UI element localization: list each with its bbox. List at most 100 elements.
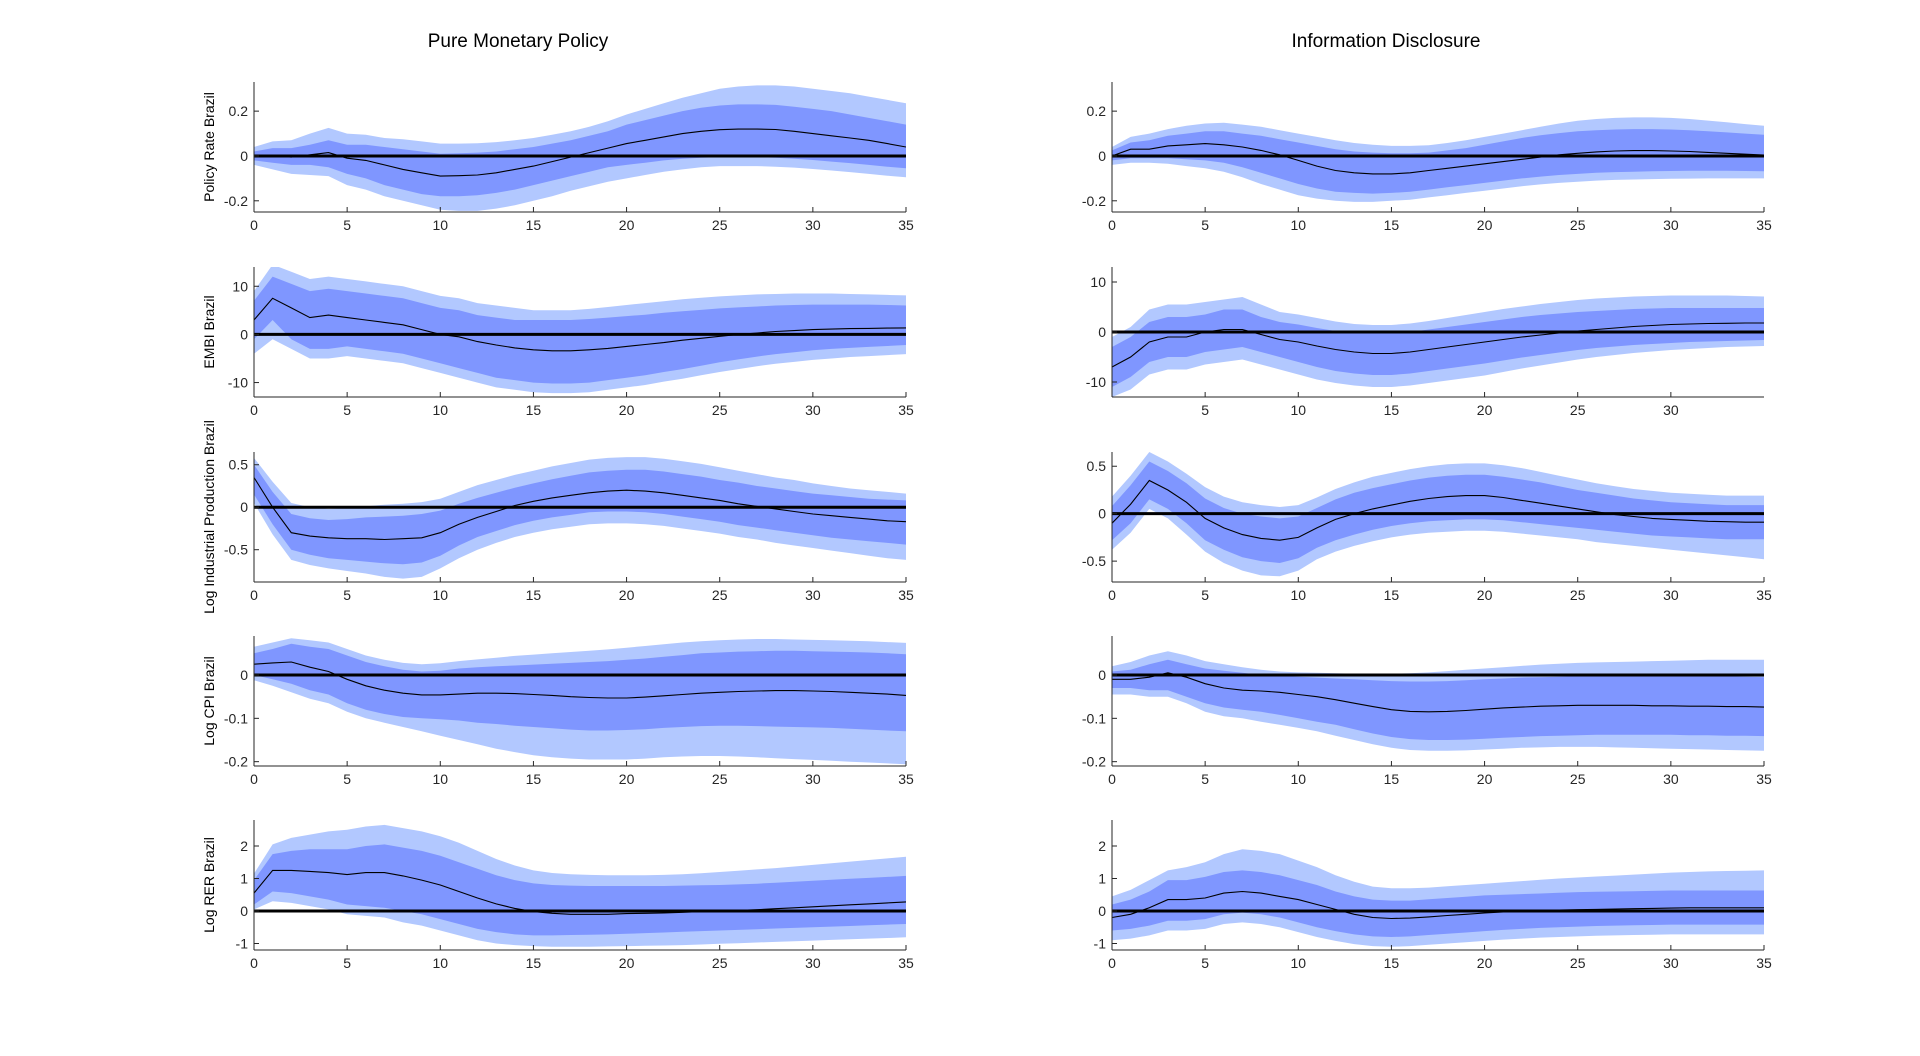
pmp-embi-xtick-label: 25 <box>712 402 728 418</box>
pmp-rer-xtick-label: 0 <box>250 955 258 971</box>
id-ip-ytick-label: 0 <box>1098 506 1106 522</box>
id-cpi-xtick-label: 5 <box>1201 771 1209 787</box>
pmp-rer-xtick-label: 30 <box>805 955 821 971</box>
id-embi-xtick-label: 5 <box>1201 402 1209 418</box>
pmp-policy-rate-median-line <box>254 128 906 177</box>
pmp-cpi-ytick-label: -0.2 <box>224 754 248 770</box>
id-rer-ytick-label: -1 <box>1094 936 1107 952</box>
pmp-policy-rate-xtick-label: 5 <box>343 217 351 233</box>
id-policy-rate-xtick-label: 30 <box>1663 217 1679 233</box>
id-cpi-plot-area <box>1112 651 1764 751</box>
id-cpi-xtick-label: 0 <box>1108 771 1116 787</box>
id-policy-rate-xtick-label: 35 <box>1756 217 1772 233</box>
id-ip-xtick-label: 25 <box>1570 587 1586 603</box>
pmp-policy-rate-ylabel: Policy Rate Brazil <box>201 92 217 202</box>
id-rer-xtick-label: 15 <box>1384 955 1400 971</box>
id-rer-xtick-label: 5 <box>1201 955 1209 971</box>
pmp-ip-plot-area <box>254 457 906 579</box>
pmp-policy-rate-ytick-label: 0.2 <box>229 103 249 119</box>
pmp-embi-xtick-label: 35 <box>898 402 914 418</box>
id-policy-rate-inner-band <box>1112 129 1764 194</box>
id-cpi-xtick-label: 20 <box>1477 771 1493 787</box>
pmp-embi-inner-band <box>254 276 906 384</box>
id-rer-plot-area <box>1112 849 1764 947</box>
id-policy-rate-xtick-label: 0 <box>1108 217 1116 233</box>
pmp-policy-rate-xtick-label: 25 <box>712 217 728 233</box>
id-embi-median-line <box>1112 322 1764 368</box>
id-policy-rate-ytick-label: -0.2 <box>1082 193 1106 209</box>
pmp-cpi-inner-band <box>254 643 906 732</box>
pmp-embi-xtick-label: 0 <box>250 402 258 418</box>
pmp-ip-ytick-label: 0.5 <box>229 457 249 473</box>
id-embi-plot-area <box>1112 295 1764 397</box>
id-ip-plot-area <box>1112 452 1764 577</box>
pmp-policy-rate-xtick-label: 30 <box>805 217 821 233</box>
id-rer-xtick-label: 35 <box>1756 955 1772 971</box>
pmp-rer-ytick-label: 0 <box>240 903 248 919</box>
pmp-ip-median-line <box>254 477 906 541</box>
pmp-ip-xtick-label: 30 <box>805 587 821 603</box>
id-ip-xtick-label: 5 <box>1201 587 1209 603</box>
id-cpi-xtick-label: 35 <box>1756 771 1772 787</box>
pmp-ip-inner-band <box>254 464 906 565</box>
id-embi-ytick-label: 0 <box>1098 324 1106 340</box>
pmp-policy-rate-xtick-label: 10 <box>432 217 448 233</box>
pmp-ip-panel: 0 5 10 15 20 25 30 35 -0.5 0 0.5 Log Industrial Pro… <box>201 420 914 614</box>
id-policy-rate-median-line <box>1112 143 1764 175</box>
id-rer-xtick-label: 0 <box>1108 955 1116 971</box>
pmp-ip-xtick-label: 35 <box>898 587 914 603</box>
pmp-rer-xtick-label: 15 <box>526 955 542 971</box>
id-cpi-median-line <box>1112 672 1764 713</box>
pmp-cpi-xtick-label: 15 <box>526 771 542 787</box>
pmp-rer-inner-band <box>254 844 906 936</box>
pmp-cpi-xtick-label: 35 <box>898 771 914 787</box>
id-ip-xtick-label: 15 <box>1384 587 1400 603</box>
pmp-ip-ytick-label: -0.5 <box>224 542 248 558</box>
column-title-information-disclosure: Information Disclosure <box>1291 31 1481 52</box>
pmp-rer-ytick-label: -1 <box>236 936 249 952</box>
pmp-policy-rate-xtick-label: 0 <box>250 217 258 233</box>
pmp-policy-rate-plot-area <box>254 85 906 211</box>
pmp-cpi-xtick-label: 0 <box>250 771 258 787</box>
id-rer-xtick-label: 30 <box>1663 955 1679 971</box>
pmp-rer-xtick-label: 10 <box>432 955 448 971</box>
pmp-rer-xtick-label: 20 <box>619 955 635 971</box>
id-policy-rate-xtick-label: 10 <box>1290 217 1306 233</box>
id-ip-xtick-label: 35 <box>1756 587 1772 603</box>
pmp-ip-xtick-label: 15 <box>526 587 542 603</box>
pmp-ip-xtick-label: 25 <box>712 587 728 603</box>
id-ip-xtick-label: 30 <box>1663 587 1679 603</box>
id-embi-xtick-label: 15 <box>1384 402 1400 418</box>
id-ip-xtick-label: 20 <box>1477 587 1493 603</box>
id-embi-xtick-label: 10 <box>1290 402 1306 418</box>
id-embi-xtick-label: 25 <box>1570 402 1586 418</box>
id-policy-rate-xtick-label: 20 <box>1477 217 1493 233</box>
pmp-embi-xtick-label: 15 <box>526 402 542 418</box>
pmp-rer-ytick-label: 2 <box>240 838 248 854</box>
id-rer-xtick-label: 25 <box>1570 955 1586 971</box>
pmp-embi-xtick-label: 5 <box>343 402 351 418</box>
pmp-rer-ylabel: Log RER Brazil <box>201 837 217 933</box>
id-rer-median-line <box>1112 890 1764 920</box>
id-cpi-ytick-label: -0.2 <box>1082 754 1106 770</box>
pmp-policy-rate-ytick-label: 0 <box>240 148 248 164</box>
id-policy-rate-xtick-label: 25 <box>1570 217 1586 233</box>
pmp-cpi-xtick-label: 25 <box>712 771 728 787</box>
pmp-embi-ylabel: EMBI Brazil <box>201 295 217 368</box>
id-policy-rate-panel: 0 5 10 15 20 25 30 35-0.200.2 <box>1082 82 1772 233</box>
pmp-rer-ytick-label: 1 <box>240 871 248 887</box>
id-ip-xtick-label: 10 <box>1290 587 1306 603</box>
pmp-embi-xtick-label: 10 <box>432 402 448 418</box>
id-ip-median-line <box>1112 479 1764 541</box>
id-policy-rate-ytick-label: 0.2 <box>1087 103 1107 119</box>
pmp-cpi-ylabel: Log CPI Brazil <box>201 656 217 745</box>
id-cpi-inner-band <box>1112 659 1764 740</box>
pmp-embi-xtick-label: 20 <box>619 402 635 418</box>
id-cpi-xtick-label: 25 <box>1570 771 1586 787</box>
pmp-policy-rate-inner-band <box>254 104 906 197</box>
id-rer-ytick-label: 1 <box>1098 871 1106 887</box>
id-cpi-xtick-label: 10 <box>1290 771 1306 787</box>
pmp-rer-xtick-label: 25 <box>712 955 728 971</box>
pmp-policy-rate-xtick-label: 20 <box>619 217 635 233</box>
